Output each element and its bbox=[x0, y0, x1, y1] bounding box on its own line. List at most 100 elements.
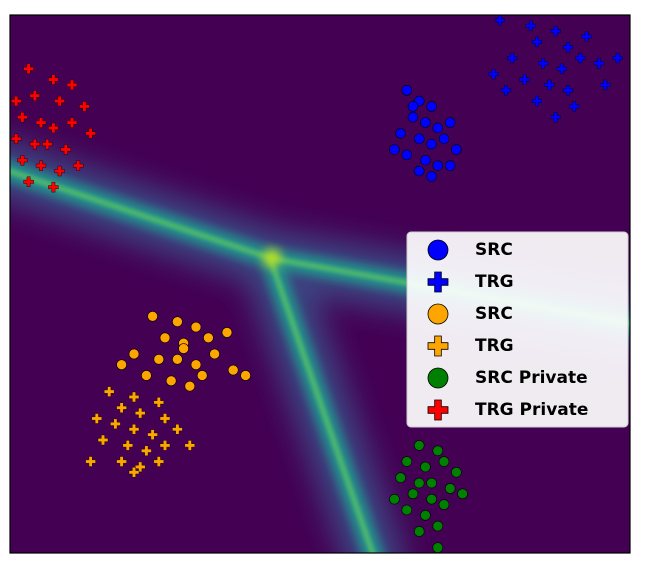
point bbox=[550, 112, 561, 123]
legend-marker bbox=[427, 303, 449, 325]
point bbox=[451, 144, 462, 155]
point bbox=[432, 160, 444, 171]
point bbox=[426, 101, 437, 112]
point bbox=[141, 445, 152, 456]
point bbox=[147, 429, 158, 440]
point bbox=[66, 79, 78, 91]
point bbox=[104, 386, 115, 397]
point bbox=[426, 171, 437, 182]
point bbox=[432, 520, 444, 532]
point bbox=[413, 133, 425, 145]
point bbox=[54, 95, 65, 107]
point bbox=[91, 413, 102, 424]
point bbox=[432, 542, 444, 553]
legend-label: TRG Private bbox=[475, 400, 588, 420]
legend-label: TRG bbox=[475, 336, 514, 356]
point bbox=[438, 456, 450, 467]
point bbox=[184, 380, 196, 392]
point bbox=[153, 456, 164, 467]
legend-marker bbox=[427, 239, 449, 261]
point bbox=[35, 160, 47, 171]
point bbox=[153, 397, 164, 408]
point bbox=[116, 359, 127, 371]
point bbox=[612, 52, 623, 64]
point bbox=[413, 477, 425, 489]
point bbox=[190, 359, 202, 371]
point bbox=[17, 112, 28, 123]
point bbox=[153, 354, 165, 365]
point bbox=[562, 85, 574, 96]
frame bbox=[9, 14, 631, 554]
point bbox=[128, 424, 140, 435]
point bbox=[66, 117, 78, 128]
point bbox=[17, 155, 28, 166]
point bbox=[600, 79, 611, 91]
point bbox=[438, 133, 450, 145]
point bbox=[556, 63, 567, 74]
point bbox=[420, 510, 431, 521]
point bbox=[401, 504, 413, 516]
point bbox=[196, 370, 208, 381]
point bbox=[531, 36, 543, 48]
point bbox=[48, 181, 59, 193]
point bbox=[97, 434, 109, 446]
point bbox=[494, 15, 505, 26]
point bbox=[29, 90, 40, 101]
point bbox=[407, 111, 419, 123]
point bbox=[569, 101, 580, 112]
point bbox=[73, 160, 84, 171]
point bbox=[190, 321, 202, 333]
point bbox=[48, 122, 59, 134]
point bbox=[432, 445, 444, 457]
point bbox=[116, 402, 127, 413]
legend-marker bbox=[427, 367, 449, 389]
point bbox=[413, 165, 425, 177]
point bbox=[457, 488, 468, 500]
point bbox=[420, 461, 431, 473]
point bbox=[420, 117, 431, 128]
point bbox=[401, 85, 413, 96]
point bbox=[488, 68, 499, 80]
point bbox=[159, 440, 171, 451]
point bbox=[29, 138, 40, 150]
point bbox=[227, 364, 239, 376]
point bbox=[221, 327, 233, 338]
legend-label: TRG bbox=[475, 272, 514, 292]
point bbox=[401, 456, 413, 467]
legend-marker bbox=[427, 335, 449, 357]
point bbox=[128, 391, 140, 403]
point bbox=[444, 483, 456, 494]
point bbox=[451, 466, 462, 478]
point bbox=[35, 117, 47, 128]
point bbox=[42, 138, 53, 150]
legend-label: SRC bbox=[475, 240, 513, 260]
point bbox=[507, 52, 518, 64]
legend-marker bbox=[427, 399, 449, 421]
point bbox=[444, 160, 456, 171]
point bbox=[178, 343, 189, 354]
point bbox=[531, 95, 543, 107]
point bbox=[240, 370, 251, 381]
point bbox=[159, 332, 171, 344]
point bbox=[23, 63, 34, 74]
point bbox=[110, 418, 121, 430]
point bbox=[48, 74, 59, 85]
point bbox=[389, 493, 400, 505]
point bbox=[172, 424, 183, 435]
point bbox=[147, 310, 158, 322]
point bbox=[525, 20, 536, 31]
point bbox=[184, 440, 195, 451]
point bbox=[395, 128, 406, 139]
point bbox=[500, 85, 512, 96]
point bbox=[79, 101, 90, 112]
point bbox=[519, 74, 530, 85]
point bbox=[401, 149, 413, 161]
point bbox=[159, 413, 171, 424]
point bbox=[426, 477, 437, 489]
point bbox=[562, 42, 574, 53]
point bbox=[165, 375, 177, 387]
legend-marker bbox=[427, 271, 449, 293]
legend-label: SRC bbox=[475, 304, 513, 324]
point bbox=[538, 58, 549, 69]
